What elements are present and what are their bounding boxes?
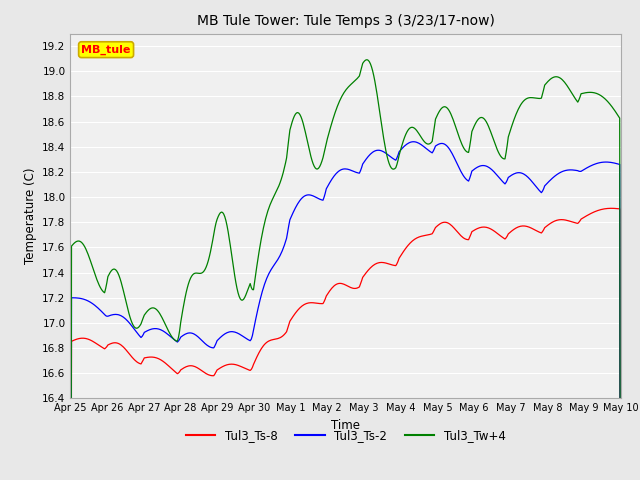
Text: MB_tule: MB_tule xyxy=(81,45,131,55)
Legend: Tul3_Ts-8, Tul3_Ts-2, Tul3_Tw+4: Tul3_Ts-8, Tul3_Ts-2, Tul3_Tw+4 xyxy=(181,425,510,447)
Y-axis label: Temperature (C): Temperature (C) xyxy=(24,168,36,264)
Title: MB Tule Tower: Tule Temps 3 (3/23/17-now): MB Tule Tower: Tule Temps 3 (3/23/17-now… xyxy=(196,14,495,28)
X-axis label: Time: Time xyxy=(331,419,360,432)
